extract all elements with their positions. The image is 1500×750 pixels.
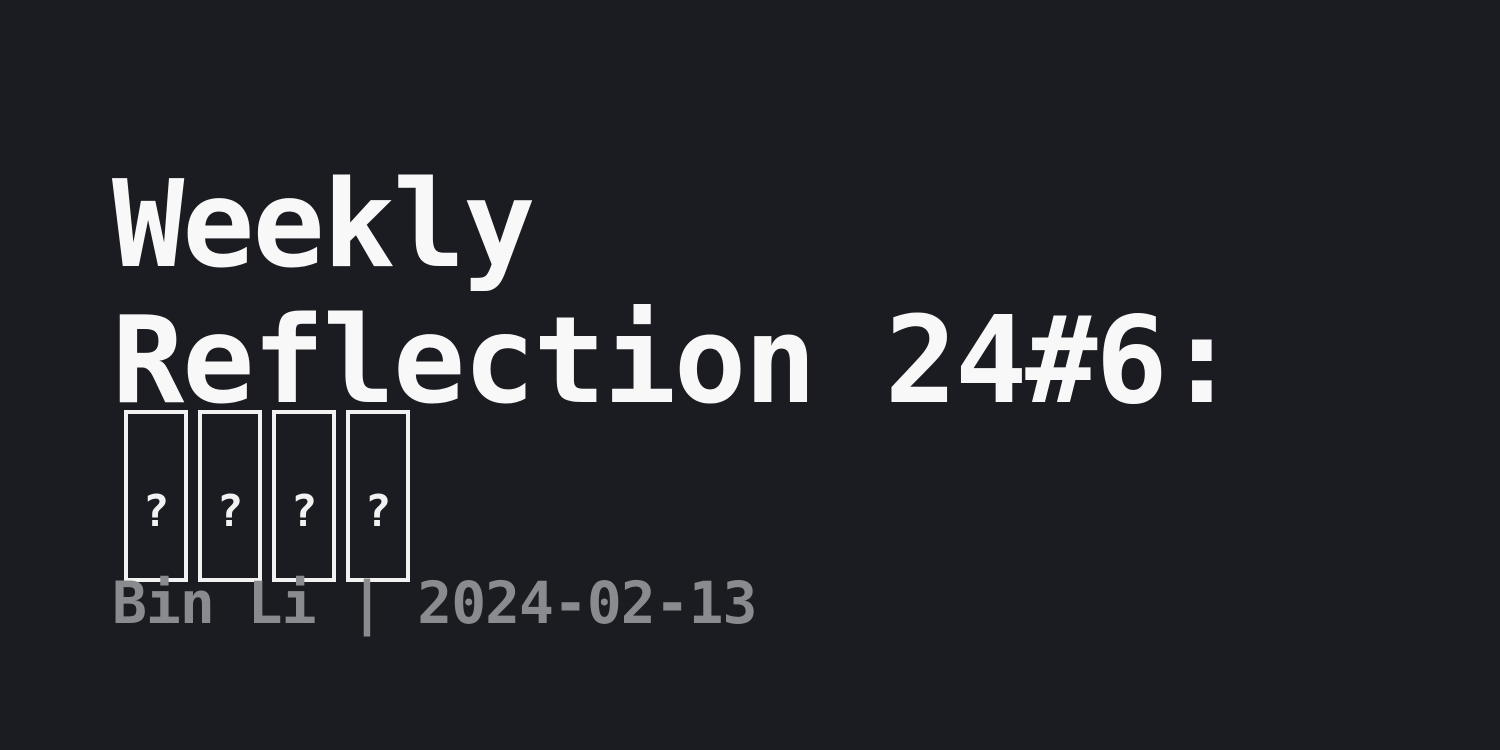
title-missing-glyphs: ? ? ? ?	[124, 410, 410, 588]
post-title: Weekly Reflection 24#6:	[112, 156, 1238, 431]
post-date: 2024-02-13	[417, 569, 757, 637]
missing-glyph-box: ?	[346, 410, 410, 582]
byline: Bin Li | 2024-02-13	[112, 568, 757, 638]
author-name: Bin Li	[112, 569, 317, 637]
missing-glyph-box: ?	[124, 410, 188, 582]
missing-glyph-box: ?	[272, 410, 336, 582]
missing-glyph-box: ?	[198, 410, 262, 582]
byline-separator: |	[349, 569, 384, 637]
